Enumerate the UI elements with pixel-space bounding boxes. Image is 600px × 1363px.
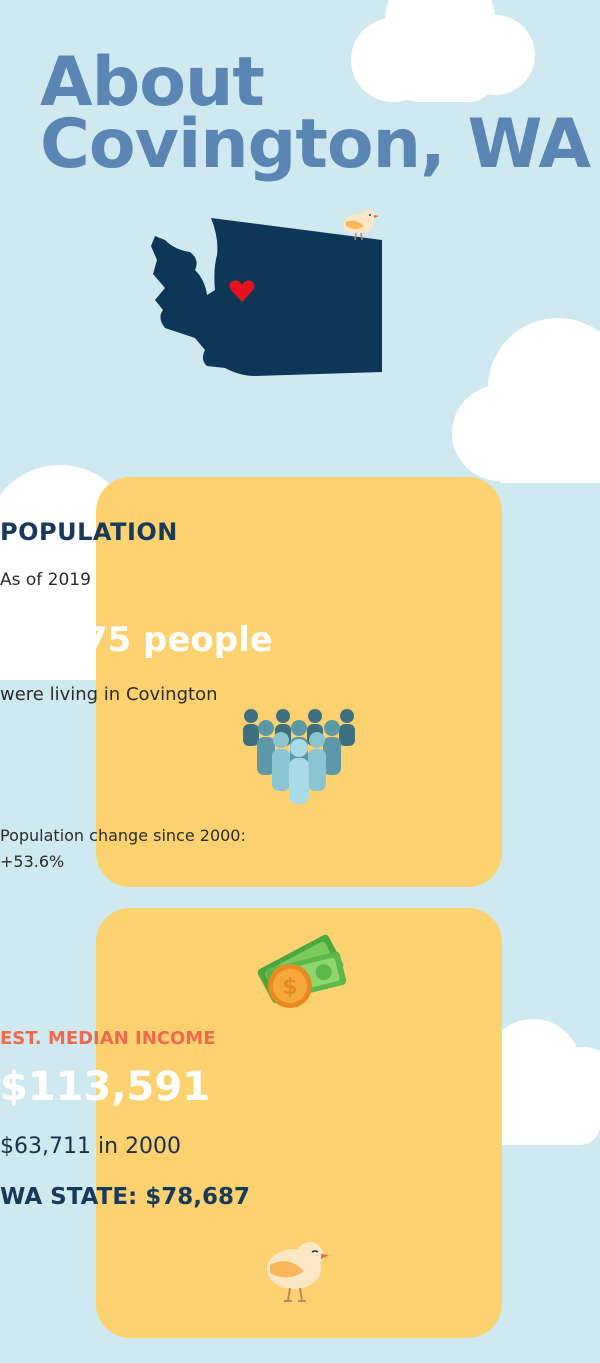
income-value: $113,591 xyxy=(0,1064,211,1110)
title-line-2: Covington, WA xyxy=(40,105,591,184)
cloud-top-right xyxy=(351,0,535,102)
people-group-icon xyxy=(243,709,355,804)
bird-icon xyxy=(343,209,379,241)
population-subtitle: were living in Covington xyxy=(0,684,218,705)
income-2000: $63,711 in 2000 xyxy=(0,1134,182,1159)
population-as-of: As of 2019 xyxy=(0,570,91,590)
population-count: 21,175 people xyxy=(0,620,273,660)
heart-icon xyxy=(229,280,255,302)
washington-state-map-icon xyxy=(151,218,382,376)
money-coin-icon: $ xyxy=(257,934,346,1008)
population-heading: POPULATION xyxy=(0,518,178,546)
bird-icon xyxy=(267,1242,329,1302)
title-line-1: About xyxy=(40,43,265,122)
cloud-middle-right xyxy=(452,318,600,483)
population-change-value: +53.6% xyxy=(0,852,65,871)
population-card xyxy=(96,477,502,887)
income-state: WA STATE: $78,687 xyxy=(0,1184,250,1210)
income-label: EST. MEDIAN INCOME xyxy=(0,1028,216,1049)
population-change-label: Population change since 2000: xyxy=(0,826,246,845)
svg-text:$: $ xyxy=(282,975,297,1000)
page-title: About Covington, WA xyxy=(40,49,591,179)
population-change: Population change since 2000: +53.6% xyxy=(0,823,600,875)
